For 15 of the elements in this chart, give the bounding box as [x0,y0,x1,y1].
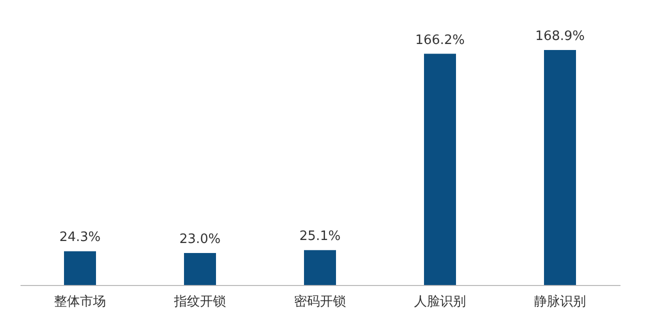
x-tick-label: 整体市场 [54,294,106,310]
x-tick-label: 静脉识别 [534,294,586,310]
data-label: 23.0% [179,232,221,247]
bar [184,253,216,285]
bar [64,251,96,285]
x-tick-label: 指纹开锁 [173,294,226,310]
x-tick-label: 密码开锁 [294,294,346,310]
bar [544,50,576,285]
bar [424,54,456,285]
data-label: 25.1% [299,229,341,244]
x-tick-label: 人脸识别 [414,294,466,310]
data-label: 166.2% [415,32,465,48]
bar [304,250,336,285]
data-label: 168.9% [535,29,585,44]
data-label: 24.3% [59,230,101,246]
